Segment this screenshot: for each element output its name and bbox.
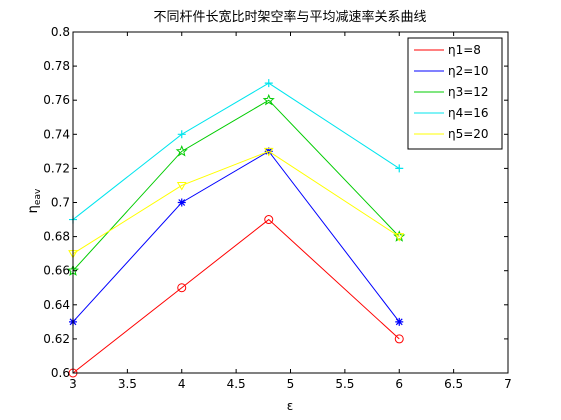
y-axis-label-main: η xyxy=(26,205,41,213)
series-line-5 xyxy=(72,150,400,255)
series-2-point xyxy=(177,198,186,207)
series-5-point xyxy=(176,181,187,191)
x-tick-label: 3.5 xyxy=(118,377,137,391)
x-tick-label: 6 xyxy=(395,377,403,391)
y-tick-label: 0.7 xyxy=(51,196,70,210)
y-tick-label: 0.64 xyxy=(43,298,70,312)
series-1-point xyxy=(177,283,187,293)
y-tick-label: 0.6 xyxy=(51,366,70,380)
series-line-3 xyxy=(72,99,400,272)
y-tick-label: 0.8 xyxy=(51,25,70,39)
series-4-point xyxy=(264,79,273,88)
legend-label-3: η3=12 xyxy=(448,85,489,99)
legend-label-4: η4=16 xyxy=(448,106,489,120)
x-tick-label: 7 xyxy=(504,377,512,391)
y-tick-label: 0.76 xyxy=(43,93,70,107)
series-4-point xyxy=(177,130,186,139)
y-axis-label-sub: eav xyxy=(33,188,43,205)
plot-area xyxy=(66,79,406,378)
series-2-point xyxy=(395,317,404,326)
legend: η1=8 η2=10 η3=12 η4=16 η5=20 xyxy=(407,37,503,150)
series-3-point xyxy=(262,93,275,106)
series-3-point xyxy=(175,145,188,157)
x-tick-label: 5.5 xyxy=(335,377,354,391)
x-tick-label: 3 xyxy=(69,377,77,391)
series-1-point xyxy=(264,215,274,225)
x-tick-label: 4.5 xyxy=(227,377,246,391)
axes: 3 3.5 4 4.5 5 5.5 6 6.5 7 0.6 0.62 0.64 0.66 0.68 0.7 0… xyxy=(43,25,512,391)
series-4-point xyxy=(395,164,404,173)
series-line-2 xyxy=(72,150,400,323)
y-tick-label: 0.66 xyxy=(43,264,70,278)
legend-label-1: η1=8 xyxy=(448,43,481,57)
y-tick-label: 0.68 xyxy=(43,230,70,244)
y-tick-label: 0.74 xyxy=(43,127,70,141)
legend-box xyxy=(407,37,503,150)
y-tick-label: 0.72 xyxy=(43,161,70,175)
legend-label-5: η5=20 xyxy=(448,127,489,141)
y-tick-label: 0.78 xyxy=(43,59,70,73)
legend-label-2: η2=10 xyxy=(448,64,489,78)
y-tick-label: 0.62 xyxy=(43,332,70,346)
chart-title: 不同杆件长宽比时架空率与平均减速率关系曲线 xyxy=(153,9,426,25)
series-line-1 xyxy=(72,218,400,374)
series-line-4 xyxy=(72,82,400,220)
x-tick-label: 5 xyxy=(287,377,295,391)
x-tick-label: 4 xyxy=(178,377,186,391)
x-axis-label: ε xyxy=(287,399,294,413)
y-axis-label: ηeav xyxy=(26,188,43,213)
series-5-point xyxy=(394,233,405,242)
series-5-point xyxy=(263,147,274,157)
series-1-point xyxy=(394,334,404,344)
x-tick-label: 6.5 xyxy=(444,377,463,391)
